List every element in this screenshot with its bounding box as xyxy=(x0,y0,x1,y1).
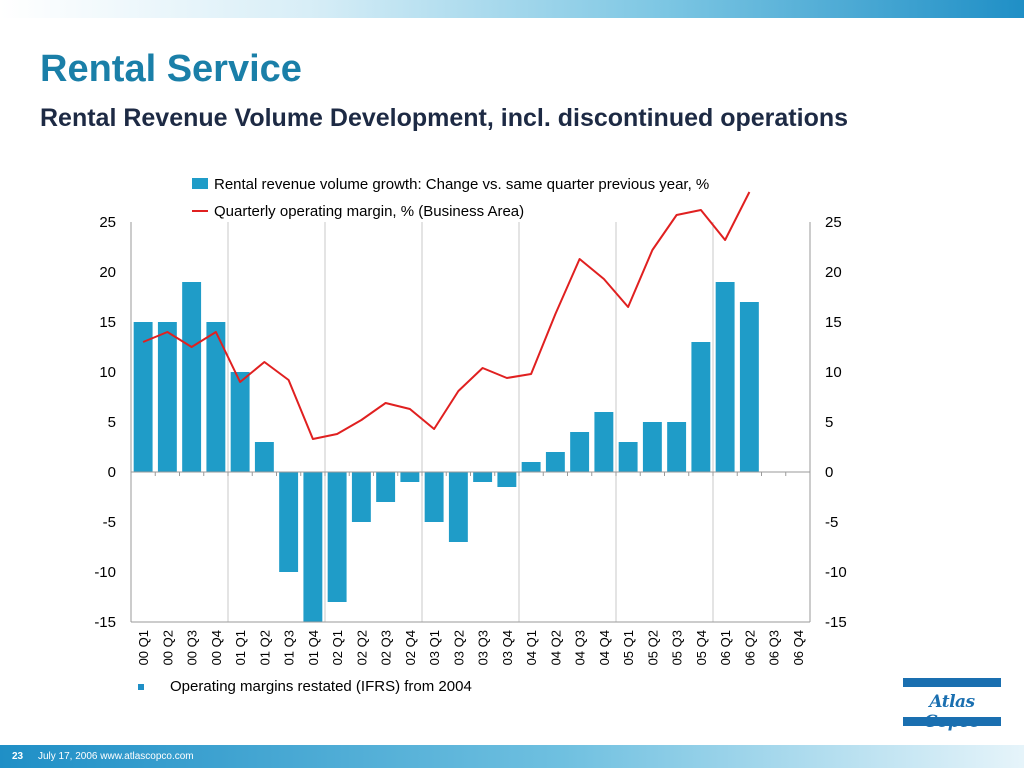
bar-series xyxy=(133,282,759,622)
bar-00-q1 xyxy=(133,322,153,472)
y-tick-label-left: 20 xyxy=(99,264,116,281)
y-tick-label-right: 25 xyxy=(825,214,842,231)
y-tick-label-left: 15 xyxy=(99,314,116,331)
x-tick-label: 00 Q1 xyxy=(136,630,151,665)
legend-bar-swatch xyxy=(192,178,208,189)
y-axis-left-labels: -15 -10 -5 0 5 10 15 20 25 xyxy=(94,214,116,631)
y-tick-label-left: 10 xyxy=(99,364,116,381)
footer-date-url: July 17, 2006 www.atlascopco.com xyxy=(38,751,194,762)
chart-gridlines xyxy=(227,222,714,622)
bar-02-q1 xyxy=(327,472,347,602)
x-tick-label: 05 Q1 xyxy=(621,630,636,665)
bar-01-q1 xyxy=(230,372,250,472)
x-tick-label: 05 Q4 xyxy=(694,630,709,665)
bar-03-q3 xyxy=(473,472,493,482)
bar-05-q3 xyxy=(667,422,687,472)
bar-03-q2 xyxy=(448,472,468,542)
bar-02-q4 xyxy=(400,472,420,482)
bar-06-q2 xyxy=(739,302,759,472)
y-tick-label-right: 15 xyxy=(825,314,842,331)
x-tick-label: 05 Q2 xyxy=(645,630,660,665)
x-axis-labels: 00 Q1 00 Q2 00 Q3 00 Q4 01 Q1 01 Q2 01 Q3 01 Q4… xyxy=(136,630,806,665)
bar-04-q1 xyxy=(521,462,541,472)
bar-03-q4 xyxy=(497,472,517,487)
x-tick-label: 01 Q2 xyxy=(257,630,272,665)
x-tick-label: 00 Q3 xyxy=(185,630,200,665)
x-tick-label: 02 Q4 xyxy=(403,630,418,665)
x-tick-label: 01 Q1 xyxy=(233,630,248,665)
y-axis-right-labels: -15 -10 -5 0 5 10 15 20 25 xyxy=(825,214,847,631)
x-tick-label: 02 Q1 xyxy=(330,630,345,665)
x-tick-label: 04 Q2 xyxy=(548,630,563,665)
line-series xyxy=(142,191,751,440)
chart-axes xyxy=(130,222,811,623)
x-tick-label: 03 Q4 xyxy=(500,630,515,665)
x-tick-label: 03 Q3 xyxy=(476,630,491,665)
legend-line-label: Quarterly operating margin, % (Business … xyxy=(214,203,524,220)
x-tick-label: 06 Q4 xyxy=(791,630,806,665)
legend-bar-label: Rental revenue volume growth: Change vs.… xyxy=(214,176,709,193)
y-tick-label-left: -10 xyxy=(94,564,116,581)
bar-01-q3 xyxy=(279,472,299,572)
y-tick-label-left: 5 xyxy=(108,414,116,431)
chart-legend: Rental revenue volume growth: Change vs.… xyxy=(192,176,709,220)
logo-bottom-stripe xyxy=(903,717,1001,726)
bar-05-q4 xyxy=(691,342,711,472)
x-tick-label: 01 Q3 xyxy=(282,630,297,665)
x-tick-label: 06 Q2 xyxy=(742,630,757,665)
x-tick-label: 06 Q1 xyxy=(718,630,733,665)
bar-02-q2 xyxy=(351,472,371,522)
bar-06-q1 xyxy=(715,282,735,472)
footnote: Operating margins restated (IFRS) from 2… xyxy=(138,678,472,695)
bar-04-q3 xyxy=(570,432,590,472)
bar-05-q2 xyxy=(642,422,662,472)
x-tick-label: 04 Q4 xyxy=(597,630,612,665)
x-tick-label: 00 Q2 xyxy=(160,630,175,665)
y-tick-label-right: 0 xyxy=(825,464,833,481)
slide-title: Rental Service xyxy=(40,48,302,90)
x-tick-label: 04 Q1 xyxy=(524,630,539,665)
logo-top-stripe xyxy=(903,678,1001,687)
page-number: 23 xyxy=(12,751,24,762)
operating-margin-line xyxy=(142,191,751,440)
y-tick-label-right: -15 xyxy=(825,614,847,631)
x-tick-label: 01 Q4 xyxy=(306,630,321,665)
combo-chart: Rental revenue volume growth: Change vs.… xyxy=(94,176,847,665)
bar-04-q2 xyxy=(545,452,565,472)
atlas-copco-logo: Atlas Copco xyxy=(903,678,1001,732)
x-tick-label: 03 Q2 xyxy=(451,630,466,665)
x-tick-label: 05 Q3 xyxy=(670,630,685,665)
y-tick-label-right: -10 xyxy=(825,564,847,581)
bar-03-q1 xyxy=(424,472,444,522)
bar-02-q3 xyxy=(376,472,396,502)
x-tick-label: 06 Q3 xyxy=(767,630,782,665)
y-tick-label-right: 5 xyxy=(825,414,833,431)
bar-01-q4 xyxy=(303,472,323,622)
footnote-text: Operating margins restated (IFRS) from 2… xyxy=(170,678,472,695)
slide-subtitle: Rental Revenue Volume Development, incl.… xyxy=(40,104,849,132)
bar-05-q1 xyxy=(618,442,638,472)
bar-00-q3 xyxy=(182,282,202,472)
x-tick-label: 03 Q1 xyxy=(427,630,442,665)
y-tick-label-right: -5 xyxy=(825,514,838,531)
y-tick-label-right: 10 xyxy=(825,364,842,381)
top-gradient-band xyxy=(0,0,1024,18)
x-tick-label: 02 Q2 xyxy=(354,630,369,665)
bar-04-q4 xyxy=(594,412,614,472)
y-tick-label-left: -15 xyxy=(94,614,116,631)
bar-00-q2 xyxy=(157,322,177,472)
y-tick-label-left: -5 xyxy=(103,514,116,531)
x-tick-label: 02 Q3 xyxy=(379,630,394,665)
bar-00-q4 xyxy=(206,322,226,472)
y-tick-label-right: 20 xyxy=(825,264,842,281)
y-tick-label-left: 25 xyxy=(99,214,116,231)
footer-bar: 23 July 17, 2006 www.atlascopco.com xyxy=(0,745,1024,768)
x-tick-label: 04 Q3 xyxy=(573,630,588,665)
y-tick-label-left: 0 xyxy=(108,464,116,481)
bullet-icon xyxy=(138,684,144,691)
bar-01-q2 xyxy=(254,442,274,472)
x-tick-label: 00 Q4 xyxy=(209,630,224,665)
logo-wordmark: Atlas Copco xyxy=(924,692,980,732)
